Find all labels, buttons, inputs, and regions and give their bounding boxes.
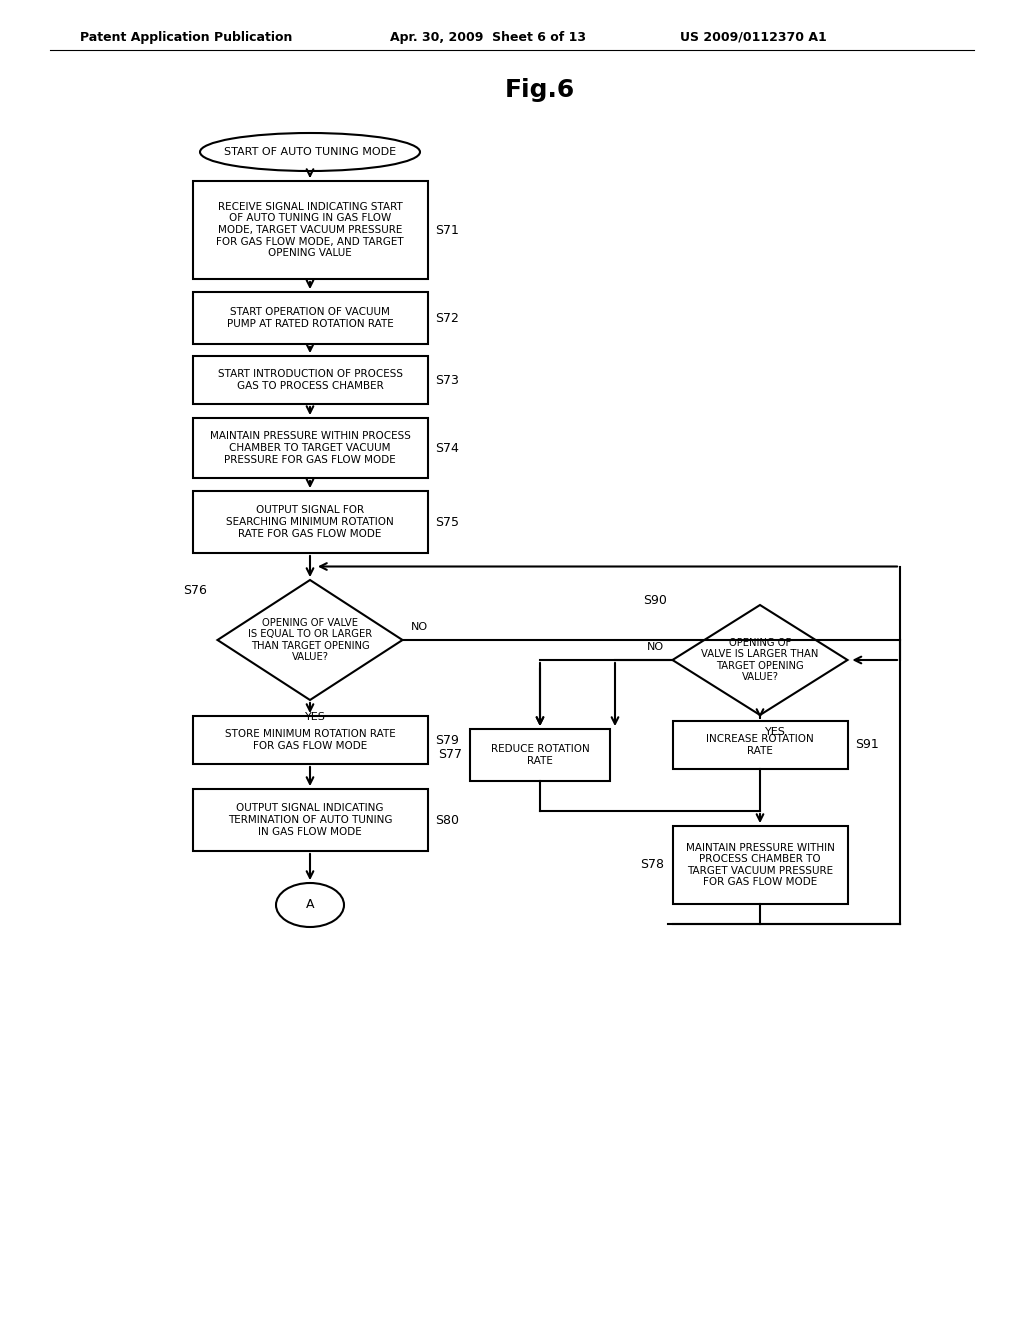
- Text: OUTPUT SIGNAL INDICATING
TERMINATION OF AUTO TUNING
IN GAS FLOW MODE: OUTPUT SIGNAL INDICATING TERMINATION OF …: [227, 804, 392, 837]
- Text: MAINTAIN PRESSURE WITHIN
PROCESS CHAMBER TO
TARGET VACUUM PRESSURE
FOR GAS FLOW : MAINTAIN PRESSURE WITHIN PROCESS CHAMBER…: [685, 842, 835, 887]
- Text: NO: NO: [647, 642, 665, 652]
- Text: Fig.6: Fig.6: [505, 78, 575, 102]
- Text: START INTRODUCTION OF PROCESS
GAS TO PROCESS CHAMBER: START INTRODUCTION OF PROCESS GAS TO PRO…: [217, 370, 402, 391]
- Text: Apr. 30, 2009  Sheet 6 of 13: Apr. 30, 2009 Sheet 6 of 13: [390, 30, 586, 44]
- Text: YES: YES: [304, 711, 326, 722]
- FancyBboxPatch shape: [673, 721, 848, 770]
- Text: REDUCE ROTATION
RATE: REDUCE ROTATION RATE: [490, 744, 590, 766]
- FancyBboxPatch shape: [193, 418, 427, 478]
- Text: A: A: [306, 899, 314, 912]
- FancyBboxPatch shape: [470, 729, 610, 781]
- Ellipse shape: [200, 133, 420, 172]
- Text: S80: S80: [435, 813, 460, 826]
- Text: S90: S90: [644, 594, 668, 606]
- Text: S76: S76: [183, 583, 208, 597]
- Text: YES: YES: [765, 727, 785, 737]
- Text: S79: S79: [435, 734, 460, 747]
- FancyBboxPatch shape: [193, 789, 427, 851]
- Text: OPENING OF VALVE
IS EQUAL TO OR LARGER
THAN TARGET OPENING
VALUE?: OPENING OF VALVE IS EQUAL TO OR LARGER T…: [248, 618, 372, 663]
- Polygon shape: [217, 579, 402, 700]
- Text: S71: S71: [435, 223, 460, 236]
- Text: S78: S78: [640, 858, 665, 871]
- FancyBboxPatch shape: [193, 356, 427, 404]
- FancyBboxPatch shape: [193, 715, 427, 764]
- FancyBboxPatch shape: [193, 181, 427, 279]
- FancyBboxPatch shape: [193, 292, 427, 345]
- Text: OPENING OF
VALVE IS LARGER THAN
TARGET OPENING
VALUE?: OPENING OF VALVE IS LARGER THAN TARGET O…: [701, 638, 818, 682]
- Text: US 2009/0112370 A1: US 2009/0112370 A1: [680, 30, 826, 44]
- FancyBboxPatch shape: [673, 826, 848, 904]
- Text: START OF AUTO TUNING MODE: START OF AUTO TUNING MODE: [224, 147, 396, 157]
- Text: S77: S77: [438, 748, 462, 762]
- Text: NO: NO: [411, 622, 428, 632]
- Text: Patent Application Publication: Patent Application Publication: [80, 30, 293, 44]
- Text: STORE MINIMUM ROTATION RATE
FOR GAS FLOW MODE: STORE MINIMUM ROTATION RATE FOR GAS FLOW…: [224, 729, 395, 751]
- Text: MAINTAIN PRESSURE WITHIN PROCESS
CHAMBER TO TARGET VACUUM
PRESSURE FOR GAS FLOW : MAINTAIN PRESSURE WITHIN PROCESS CHAMBER…: [210, 432, 411, 465]
- FancyBboxPatch shape: [193, 491, 427, 553]
- Text: S75: S75: [435, 516, 460, 528]
- Text: START OPERATION OF VACUUM
PUMP AT RATED ROTATION RATE: START OPERATION OF VACUUM PUMP AT RATED …: [226, 308, 393, 329]
- Ellipse shape: [276, 883, 344, 927]
- Text: RECEIVE SIGNAL INDICATING START
OF AUTO TUNING IN GAS FLOW
MODE, TARGET VACUUM P: RECEIVE SIGNAL INDICATING START OF AUTO …: [216, 202, 403, 259]
- Text: OUTPUT SIGNAL FOR
SEARCHING MINIMUM ROTATION
RATE FOR GAS FLOW MODE: OUTPUT SIGNAL FOR SEARCHING MINIMUM ROTA…: [226, 506, 394, 539]
- Text: S91: S91: [855, 738, 880, 751]
- Text: S74: S74: [435, 441, 460, 454]
- Polygon shape: [673, 605, 848, 715]
- Text: S73: S73: [435, 374, 460, 387]
- Text: INCREASE ROTATION
RATE: INCREASE ROTATION RATE: [707, 734, 814, 756]
- Text: S72: S72: [435, 312, 460, 325]
